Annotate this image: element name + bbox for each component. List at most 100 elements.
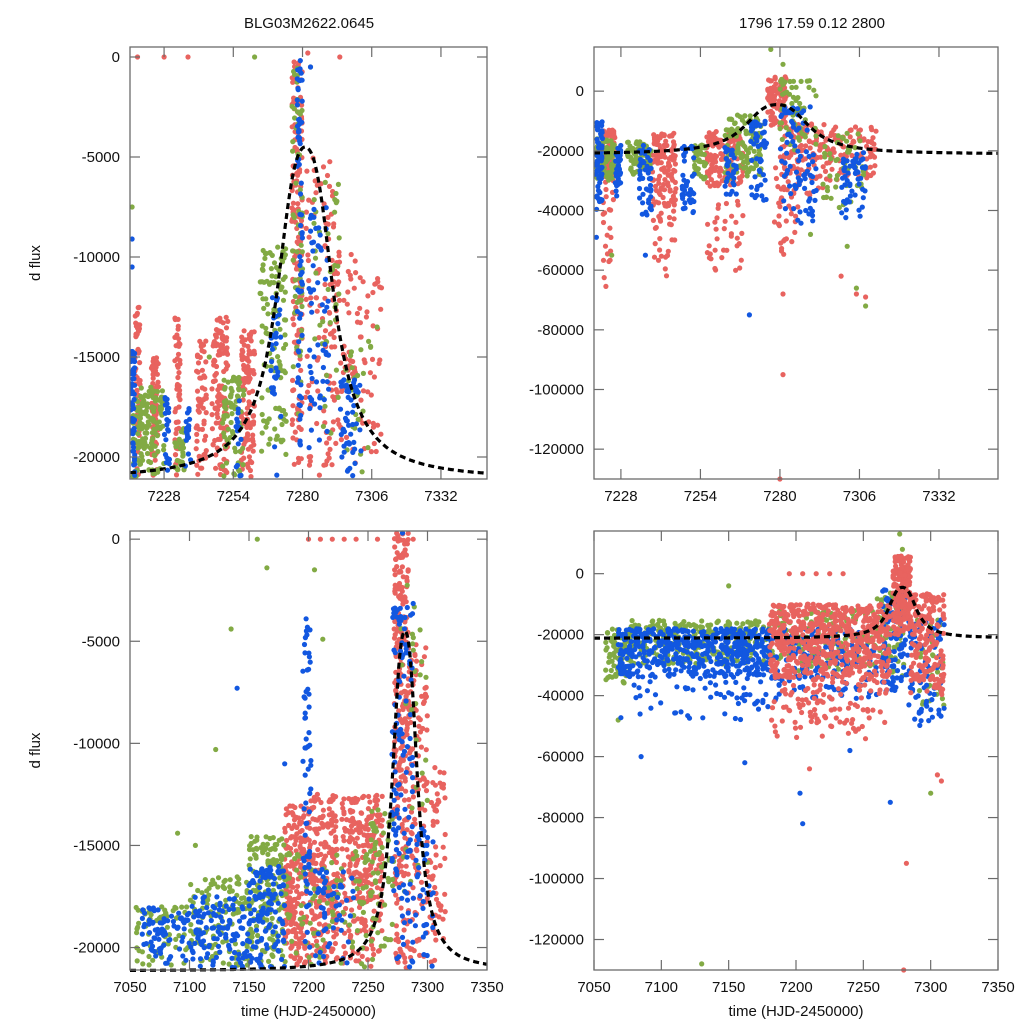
y-tick-label: -20000 [537,143,584,160]
data-point [404,732,410,738]
data-point [707,183,713,189]
data-point [442,891,448,897]
data-point [418,744,424,750]
data-point [405,537,411,543]
data-point [704,134,710,140]
data-point [292,293,298,299]
data-point [704,169,711,175]
data-point [273,365,279,371]
data-point [378,431,384,437]
data-point [276,312,282,318]
data-point [161,431,168,438]
data-point [796,158,802,164]
data-point [213,951,219,957]
data-point [666,202,672,209]
data-point [802,134,808,140]
data-point [244,355,250,361]
data-point [341,449,347,455]
data-point [264,301,270,307]
data-point [662,154,668,160]
data-point [336,235,342,241]
data-point [608,234,614,240]
data-point [371,440,377,447]
data-point [326,850,332,856]
data-point [329,918,335,925]
data-point [358,829,364,835]
data-point [360,279,366,285]
data-point [307,215,314,221]
data-point [298,929,304,935]
data-point [313,225,319,231]
data-point [329,880,335,886]
data-point [215,393,221,400]
data-point [296,169,303,175]
data-point [334,270,341,277]
data-point [280,437,286,443]
data-point [228,385,234,391]
data-point [300,846,307,853]
data-point [271,280,277,286]
data-point [375,948,381,954]
data-point [779,91,786,97]
data-point [393,892,399,898]
data-point [341,796,347,802]
data-point [271,858,278,864]
data-point [251,371,257,377]
data-point [731,175,737,181]
x-tick-label: 7280 [763,488,796,505]
data-point [421,654,427,660]
data-point [730,180,736,186]
data-point [344,468,351,474]
data-point [375,870,381,876]
data-point [283,317,289,323]
data-point [311,354,317,360]
data-point [174,457,180,464]
data-point [134,387,140,393]
data-point [344,410,351,416]
data-point [831,149,837,155]
data-point [353,878,359,884]
data-point [756,150,762,156]
data-point [315,243,321,249]
data-point [744,154,750,160]
data-point [405,939,411,945]
data-point [250,448,256,454]
data-point [642,252,649,258]
data-point [295,362,301,368]
data-point [134,958,140,964]
data-point [315,280,321,286]
data-point [299,231,305,237]
data-point [394,564,400,570]
data-point [802,156,809,162]
data-point [295,201,301,207]
data-point [223,325,230,331]
data-point [375,813,381,819]
data-point [597,180,603,186]
data-point [379,817,385,823]
data-point [398,863,405,869]
data-point [333,367,339,373]
y-tick-label: -5000 [82,149,120,166]
data-point [141,443,147,449]
data-point [151,452,157,458]
data-point [729,213,735,219]
data-point [131,462,137,468]
data-point [368,392,374,398]
data-point [842,174,848,180]
data-point [297,315,303,321]
data-point [195,407,201,414]
data-point [274,472,280,478]
data-point [855,131,861,137]
data-point [405,567,411,573]
data-point [713,153,720,159]
data-point [839,184,845,190]
data-point [294,102,300,108]
data-point [290,810,296,817]
data-point [327,281,333,288]
data-point [382,811,388,817]
data-point [354,886,360,892]
y-tick-label: -20000 [73,449,120,466]
data-point [739,140,746,146]
data-point [333,824,339,830]
data-point [742,144,748,150]
